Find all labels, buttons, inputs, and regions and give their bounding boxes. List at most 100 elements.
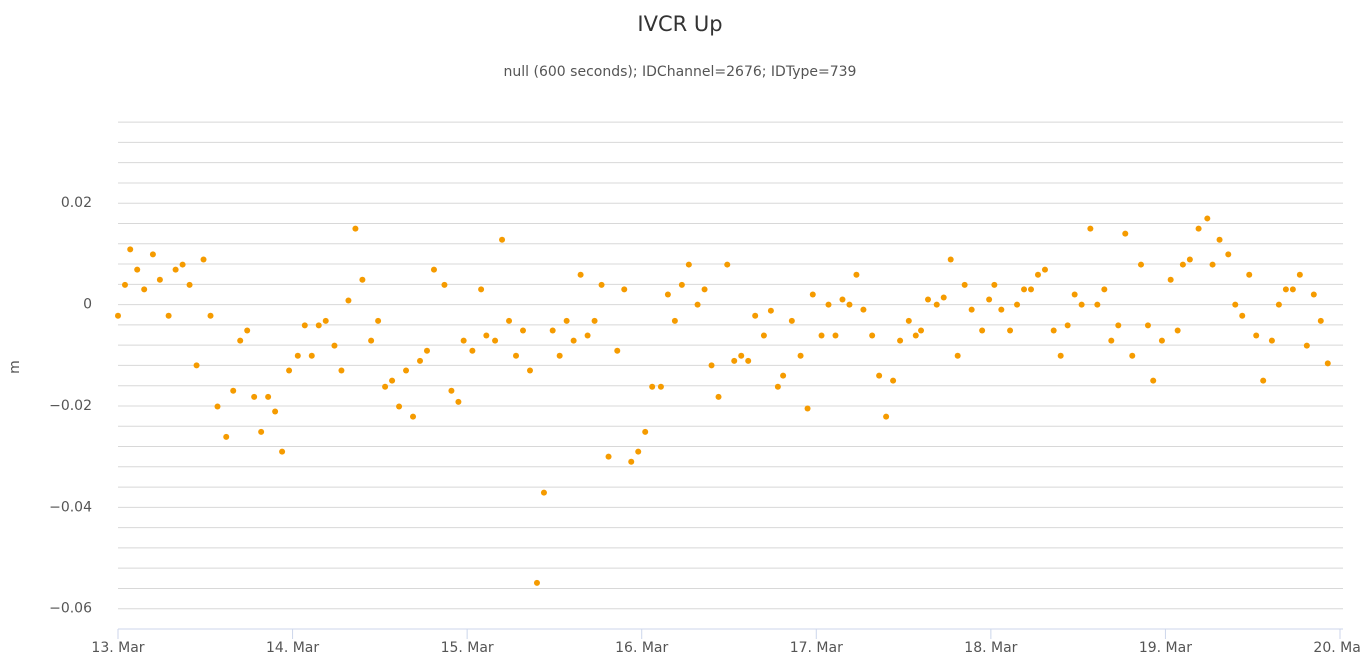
point bbox=[469, 347, 476, 354]
point bbox=[549, 327, 556, 334]
point bbox=[149, 251, 156, 258]
point bbox=[156, 276, 163, 283]
point bbox=[577, 271, 584, 278]
point bbox=[121, 281, 128, 288]
point bbox=[947, 256, 954, 263]
point bbox=[890, 377, 897, 384]
point bbox=[968, 306, 975, 313]
point bbox=[265, 393, 272, 400]
point bbox=[251, 393, 258, 400]
point bbox=[492, 337, 499, 344]
y-tick-label: −0.04 bbox=[49, 499, 92, 515]
point bbox=[258, 428, 265, 435]
point bbox=[403, 367, 410, 374]
point bbox=[1087, 225, 1094, 232]
point bbox=[685, 261, 692, 268]
point bbox=[1268, 337, 1275, 344]
point bbox=[478, 286, 485, 293]
point bbox=[1232, 301, 1239, 308]
point bbox=[731, 357, 738, 364]
point bbox=[1122, 230, 1129, 237]
point bbox=[214, 403, 221, 410]
point bbox=[423, 347, 430, 354]
point bbox=[839, 296, 846, 303]
point bbox=[745, 357, 752, 364]
point bbox=[331, 342, 338, 349]
point bbox=[715, 393, 722, 400]
point bbox=[338, 367, 345, 374]
point bbox=[1021, 286, 1028, 293]
point bbox=[767, 307, 774, 314]
point bbox=[598, 281, 605, 288]
point bbox=[979, 327, 986, 334]
point bbox=[1144, 322, 1151, 329]
point bbox=[315, 322, 322, 329]
point bbox=[760, 332, 767, 339]
x-tick-label: 13. Mar bbox=[91, 640, 144, 656]
point bbox=[986, 296, 993, 303]
point bbox=[1282, 286, 1289, 293]
point bbox=[570, 337, 577, 344]
point bbox=[897, 337, 904, 344]
point bbox=[1186, 256, 1193, 263]
point bbox=[846, 301, 853, 308]
point bbox=[1129, 352, 1136, 359]
point bbox=[940, 294, 947, 301]
point bbox=[635, 448, 642, 455]
point bbox=[499, 236, 506, 243]
point bbox=[912, 332, 919, 339]
point bbox=[1115, 322, 1122, 329]
point bbox=[876, 372, 883, 379]
point bbox=[918, 327, 925, 334]
point bbox=[664, 291, 671, 298]
point bbox=[649, 383, 656, 390]
point bbox=[1007, 327, 1014, 334]
point bbox=[345, 297, 352, 304]
point bbox=[694, 301, 701, 308]
point bbox=[1209, 261, 1216, 268]
y-axis-label: m bbox=[7, 360, 23, 374]
point bbox=[115, 312, 121, 319]
point bbox=[540, 489, 547, 496]
point bbox=[1057, 352, 1064, 359]
point bbox=[441, 281, 448, 288]
point bbox=[1167, 276, 1174, 283]
point bbox=[230, 387, 237, 394]
point bbox=[1050, 327, 1057, 334]
point bbox=[563, 317, 570, 324]
point bbox=[591, 317, 598, 324]
y-tick-label: 0.02 bbox=[61, 195, 92, 211]
point bbox=[193, 362, 200, 369]
chart-title: IVCR Up bbox=[637, 12, 722, 36]
point bbox=[1158, 337, 1165, 344]
point bbox=[1239, 312, 1246, 319]
point bbox=[533, 579, 540, 586]
point bbox=[294, 352, 301, 359]
point bbox=[853, 271, 860, 278]
x-tick-label: 14. Mar bbox=[266, 640, 319, 656]
point bbox=[417, 357, 424, 364]
point bbox=[1034, 271, 1041, 278]
y-tick-label: 0 bbox=[83, 297, 92, 313]
point bbox=[483, 332, 490, 339]
point bbox=[460, 337, 467, 344]
point bbox=[1260, 377, 1267, 384]
point bbox=[788, 317, 795, 324]
point bbox=[883, 413, 890, 420]
y-tick-label: −0.06 bbox=[49, 601, 92, 617]
point bbox=[279, 448, 286, 455]
point bbox=[322, 317, 329, 324]
point bbox=[389, 377, 396, 384]
point bbox=[165, 312, 172, 319]
point bbox=[359, 276, 366, 283]
point bbox=[172, 266, 179, 273]
point bbox=[223, 433, 230, 440]
point bbox=[556, 352, 563, 359]
point bbox=[869, 332, 876, 339]
point bbox=[1094, 301, 1101, 308]
point bbox=[1275, 301, 1282, 308]
point bbox=[1174, 327, 1181, 334]
point bbox=[804, 405, 811, 412]
point bbox=[382, 383, 389, 390]
point bbox=[1101, 286, 1108, 293]
